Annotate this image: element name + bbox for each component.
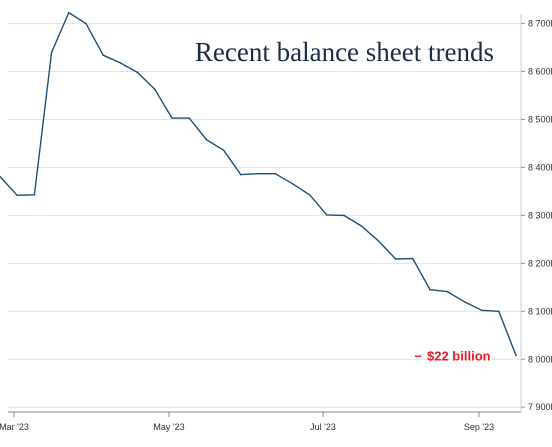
x-tick-label: Sep '23	[464, 422, 494, 432]
y-tick-label: 8 200k	[528, 258, 552, 268]
y-tick-label: 8 700k	[528, 19, 552, 29]
data-point	[205, 138, 208, 141]
data-point	[429, 288, 431, 291]
x-tick-label: Mar '23	[0, 422, 29, 432]
data-point	[136, 71, 139, 74]
data-point	[85, 22, 87, 25]
data-point	[188, 117, 190, 119]
x-tick-label: May '23	[153, 422, 184, 432]
data-point	[119, 62, 122, 64]
x-axis-ticks: Mar '23 May '23 Jul '23 Sep '23	[0, 412, 494, 432]
y-tick-label: 7 900k	[528, 402, 552, 412]
data-point	[463, 300, 466, 303]
data-point	[68, 11, 70, 14]
data-point	[240, 173, 242, 176]
annotation-text: $22 billion	[427, 348, 491, 363]
data-point	[326, 214, 328, 216]
data-point	[377, 240, 380, 242]
data-point	[412, 257, 414, 260]
y-tick-label: 8 100k	[528, 306, 552, 316]
chart-title: Recent balance sheet trends	[195, 37, 494, 67]
data-point	[0, 175, 1, 178]
annotation-marker: −	[414, 348, 422, 363]
series-points	[0, 11, 517, 357]
data-point	[50, 51, 53, 54]
data-point	[498, 310, 500, 313]
data-point	[360, 225, 363, 227]
y-tick-label: 8 000k	[528, 354, 552, 364]
data-point	[274, 172, 277, 175]
data-point	[257, 172, 259, 175]
data-point	[33, 194, 36, 196]
data-point	[16, 194, 19, 197]
data-point	[308, 194, 311, 196]
y-tick-label: 8 400k	[528, 162, 552, 172]
data-point	[102, 54, 104, 56]
axes	[8, 14, 522, 413]
y-tick-label: 8 300k	[528, 210, 552, 220]
data-point	[154, 88, 156, 91]
data-point	[394, 258, 397, 260]
data-point	[343, 214, 345, 217]
data-point	[446, 290, 449, 293]
y-axis-ticks: 7 900k 8 000k 8 100k 8 200k 8 300k 8 400k 8 50…	[521, 19, 552, 412]
y-tick-label: 8 500k	[528, 114, 552, 124]
x-tick-label: Jul '23	[310, 422, 336, 432]
annotation: − $22 billion	[414, 348, 490, 363]
data-point	[515, 354, 517, 357]
data-point	[480, 309, 483, 312]
y-tick-label: 8 600k	[528, 67, 552, 77]
gridlines	[8, 23, 521, 408]
data-point	[171, 117, 173, 119]
data-point	[291, 182, 294, 185]
data-point	[222, 149, 225, 151]
